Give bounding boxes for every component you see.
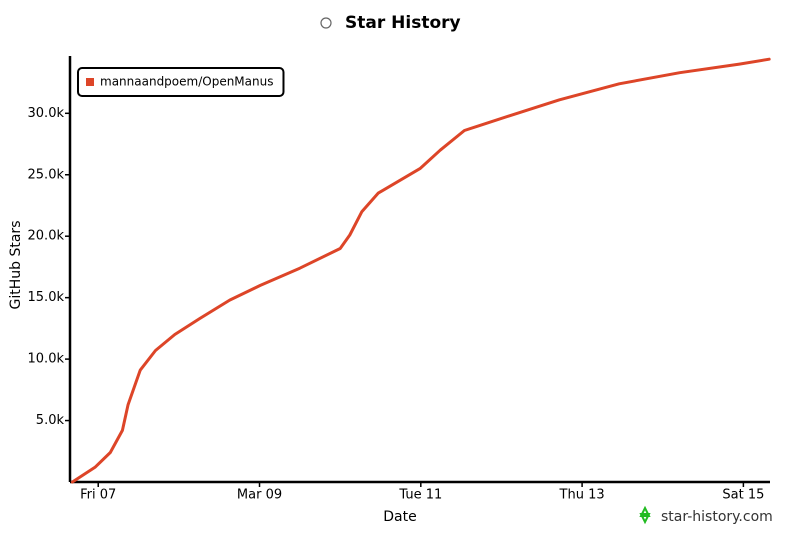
y-axis-title: GitHub Stars: [8, 221, 24, 310]
legend-swatch: [86, 78, 94, 86]
y-tick-label: 30.0k: [28, 106, 65, 121]
x-tick-label: Thu 13: [559, 488, 605, 503]
x-tick-label: Tue 11: [398, 488, 442, 503]
brand-icon: [639, 505, 651, 525]
chart-title: Star History: [345, 13, 461, 33]
legend-label: mannaandpoem/OpenManus: [100, 75, 273, 89]
series-line: [70, 57, 771, 484]
x-tick-label: Fri 07: [80, 488, 116, 503]
y-tick-label: 15.0k: [28, 290, 65, 305]
y-tick-label: 25.0k: [28, 167, 65, 182]
title-icon: [320, 17, 332, 29]
x-tick-label: Sat 15: [722, 488, 764, 503]
watermark: star-history.com: [661, 509, 773, 525]
x-tick-label: Mar 09: [237, 488, 282, 503]
y-tick-label: 5.0k: [36, 413, 65, 428]
y-tick-label: 20.0k: [28, 229, 65, 244]
x-axis-title: Date: [383, 509, 416, 525]
y-tick-label: 10.0k: [28, 352, 65, 367]
legend-box: [77, 67, 285, 97]
